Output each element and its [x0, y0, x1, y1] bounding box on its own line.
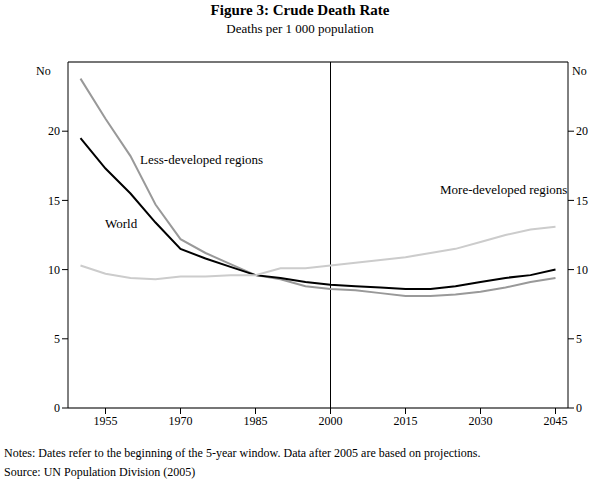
html-text:No: No [572, 64, 587, 78]
svg-text:1970: 1970 [169, 414, 193, 428]
svg-text:10: 10 [576, 263, 588, 277]
svg-text:2000: 2000 [319, 414, 343, 428]
html-text:More-developed regions: More-developed regions [440, 182, 568, 197]
html-text:Deaths per 1 000 population: Deaths per 1 000 population [226, 21, 374, 36]
svg-text:2045: 2045 [544, 414, 568, 428]
svg-text:2015: 2015 [394, 414, 418, 428]
svg-text:1955: 1955 [94, 414, 118, 428]
svg-text:0: 0 [576, 401, 582, 415]
svg-text:15: 15 [576, 194, 588, 208]
html-text:Notes: Dates refer to the begi: Notes: Dates refer to the beginning of t… [4, 446, 481, 460]
svg-text:5: 5 [54, 332, 60, 346]
svg-text:15: 15 [48, 194, 60, 208]
svg-text:2030: 2030 [469, 414, 493, 428]
svg-text:10: 10 [48, 263, 60, 277]
html-text:World: World [105, 216, 138, 231]
svg-text:20: 20 [48, 124, 60, 138]
svg-text:0: 0 [54, 401, 60, 415]
html-text:Figure 3: Crude Death Rate: Figure 3: Crude Death Rate [210, 2, 390, 18]
svg-text:1985: 1985 [244, 414, 268, 428]
html-text:Less-developed regions: Less-developed regions [140, 152, 264, 167]
html-text:No: No [36, 64, 51, 78]
html-text:Source: UN Population Division: Source: UN Population Division (2005) [4, 465, 196, 479]
svg-text:5: 5 [576, 332, 582, 346]
svg-text:20: 20 [576, 124, 588, 138]
